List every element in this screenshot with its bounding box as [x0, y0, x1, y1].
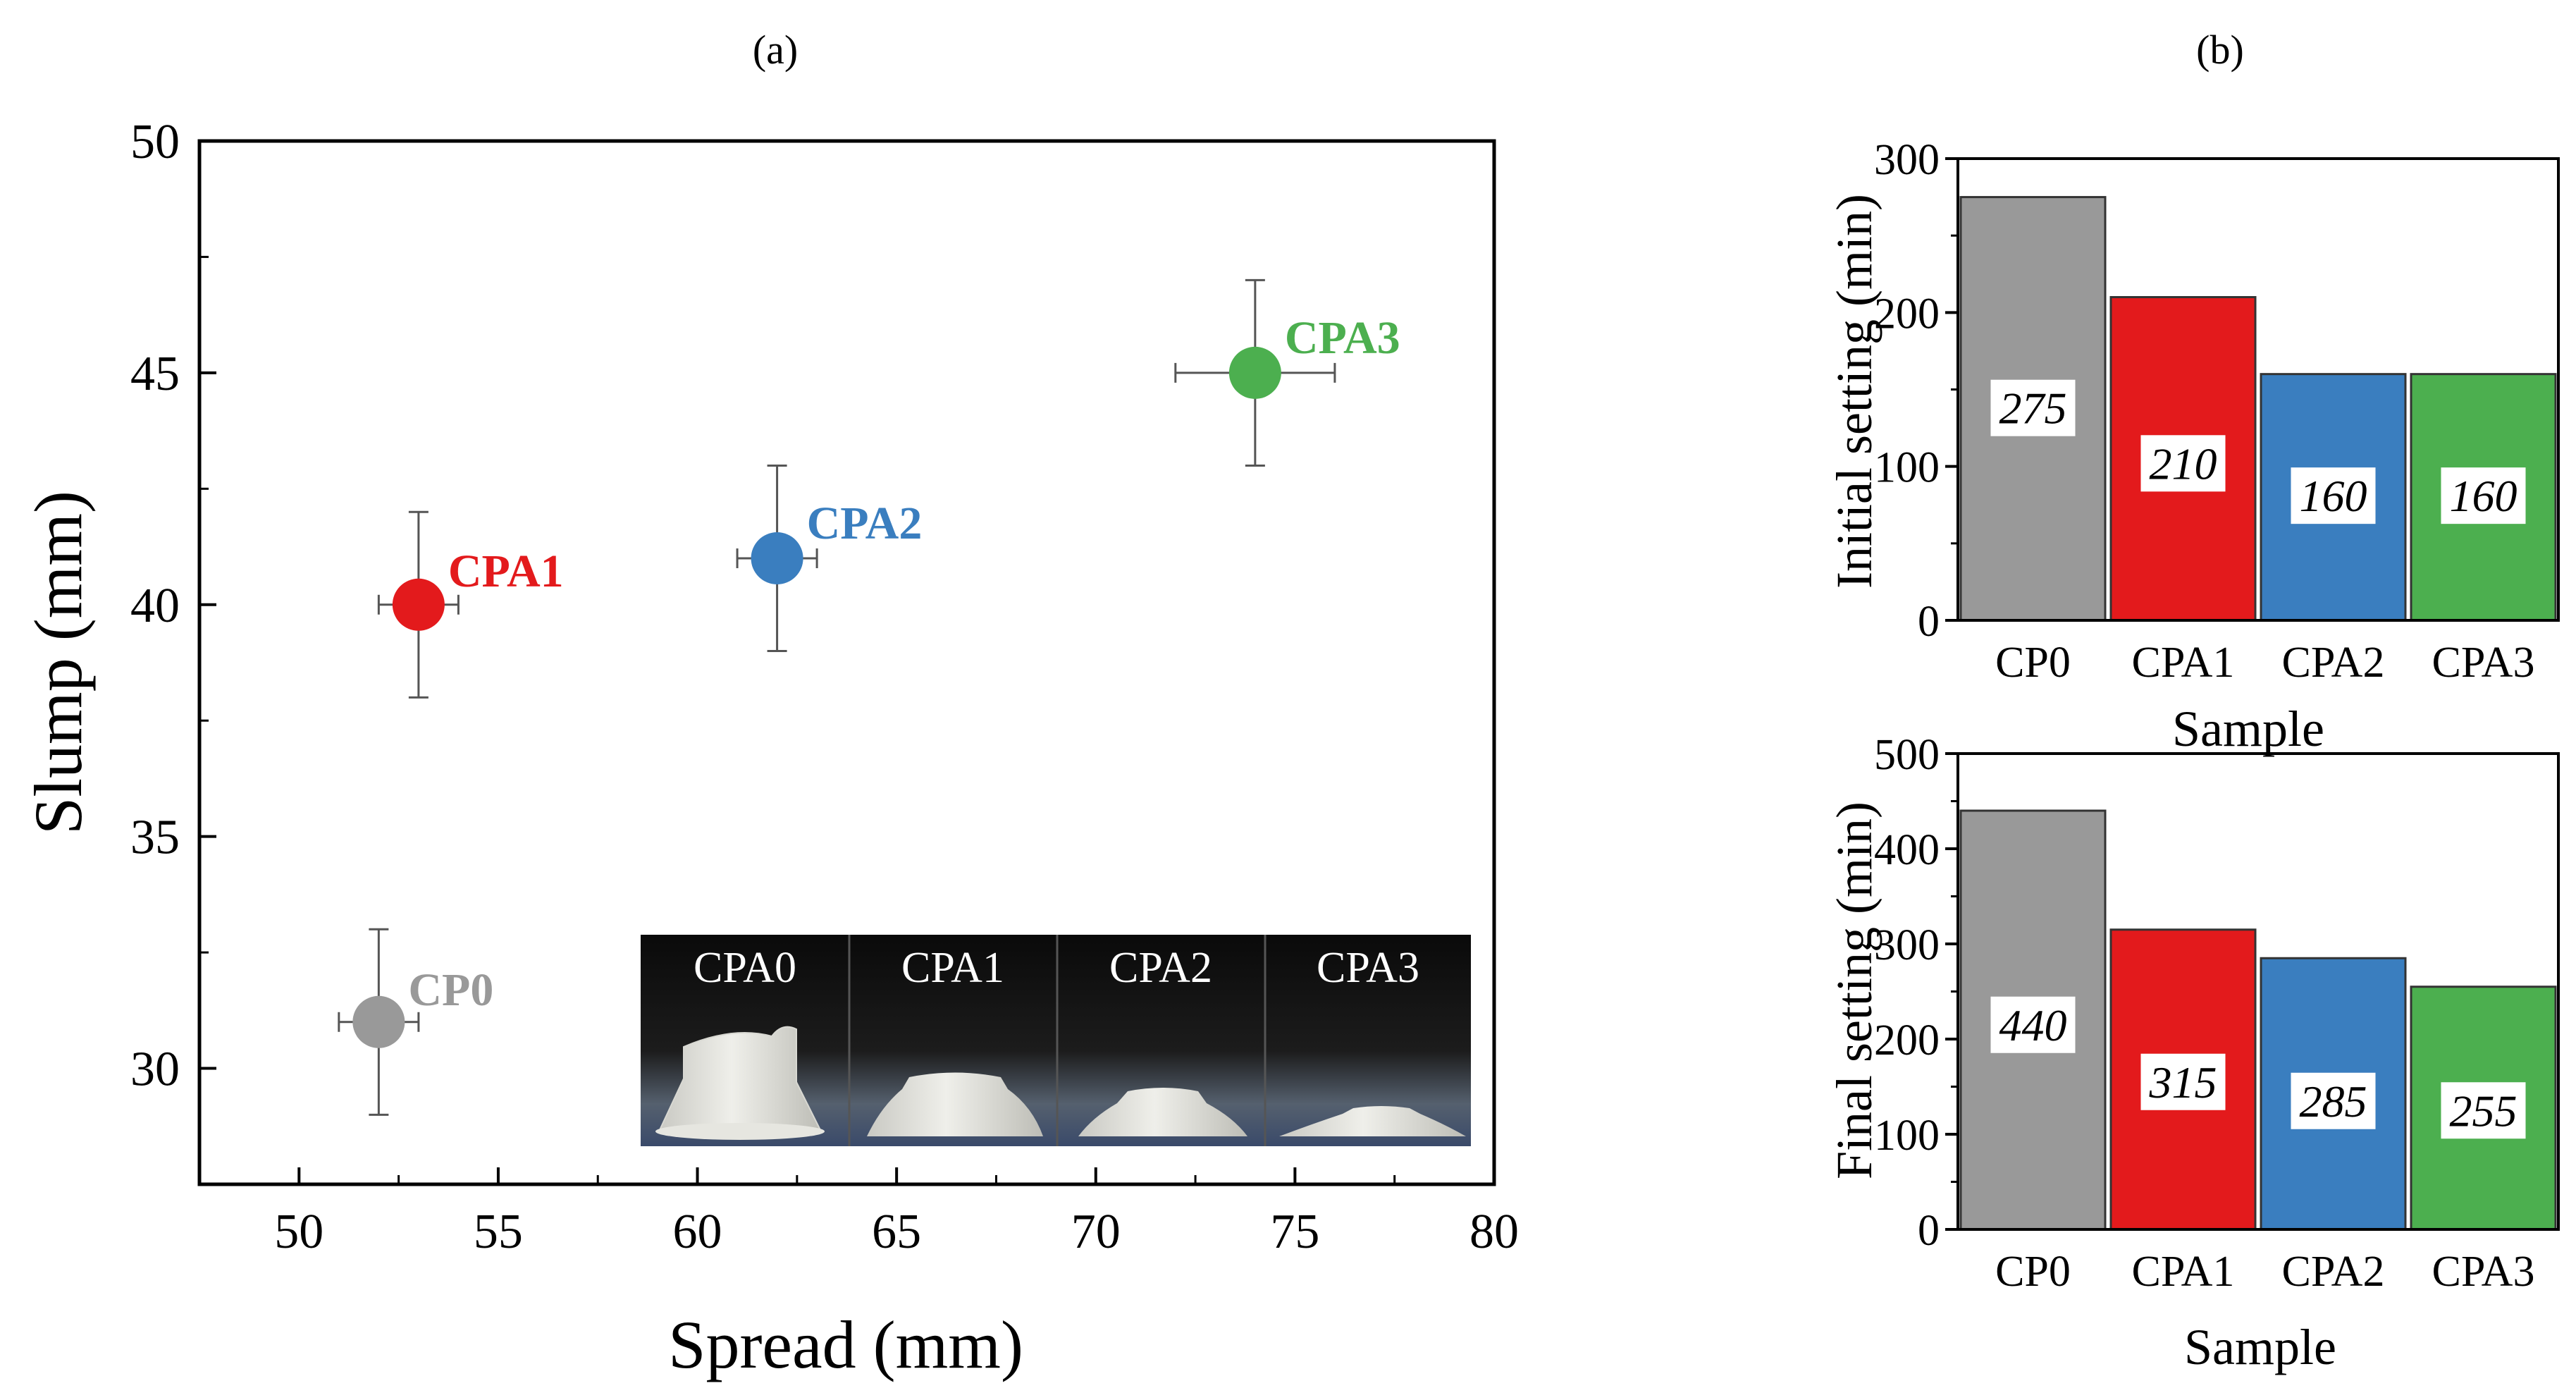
bar-value-label: 275: [1999, 383, 2067, 434]
scatter-x-tick-label: 70: [1071, 1205, 1121, 1259]
scatter-plot-frame: [197, 139, 1496, 1186]
bar-y-tick-label: 400: [1874, 826, 1940, 874]
inset-sample-cpa2: [1078, 1088, 1247, 1136]
panel-label-a: (a): [753, 27, 798, 73]
scatter-y-tick-label: 50: [130, 115, 180, 169]
bar-value-label-bg: [2441, 1082, 2526, 1139]
bar-y-tick-label: 300: [1874, 921, 1940, 969]
initial-setting-y-axis-label: Initial setting (min): [1826, 194, 1882, 589]
initial-setting-frame: [1956, 157, 2560, 622]
bar-category-label: CP0: [1995, 1248, 2071, 1296]
initial-setting-ticks: CP0 CPA1 CPA2 CPA3 0 100 200 300: [1874, 136, 2534, 687]
scatter-y-tick-label: 45: [130, 347, 180, 401]
inset-sample-cpa0-base: [655, 1123, 825, 1140]
bar-y-tick-label: 500: [1874, 731, 1940, 779]
final-setting-frame: [1956, 752, 2560, 1231]
initial-setting-chart: 275 210 160 160 CP0 CPA1 CPA2 CPA3 0 100 200 300 S…: [1826, 136, 2560, 757]
bar-y-tick-label: 300: [1874, 136, 1940, 184]
scatter-point: [751, 532, 803, 584]
bar-value-label: 255: [2450, 1086, 2518, 1136]
final-setting-bars: 440 315 285 255: [1959, 809, 2557, 1231]
panel-label-b: (b): [2196, 27, 2244, 73]
bar-value-label: 160: [2300, 471, 2367, 521]
scatter-y-tick-label: 30: [130, 1043, 180, 1097]
inset-sample-cpa3: [1279, 1106, 1466, 1136]
bar-y-tick-label: 0: [1918, 598, 1940, 646]
scatter-x-tick-label: 55: [474, 1205, 523, 1259]
scatter-points: CP0 CPA1 CPA2 CPA3: [338, 278, 1400, 1116]
final-setting-chart: 440 315 285 255 CP0 CPA1 CPA2 CPA3 0 100 200 300 40…: [1826, 731, 2560, 1375]
scatter-point-group: CP0: [338, 928, 493, 1116]
scatter-x-tick-label: 65: [872, 1205, 921, 1259]
bar-value-label: 210: [2150, 438, 2217, 489]
final-setting-x-axis-label: Sample: [2184, 1319, 2336, 1375]
bar-value-label-bg: [2140, 435, 2226, 492]
bar-value-label: 315: [2149, 1057, 2217, 1107]
bar-category-label: CPA2: [2282, 639, 2385, 687]
initial-setting-x-axis-label: Sample: [2172, 701, 2324, 757]
final-setting-ticks: CP0 CPA1 CPA2 CPA3 0 100 200 300 400 500: [1874, 731, 2534, 1296]
bar-category-label: CPA1: [2132, 639, 2235, 687]
final-setting-y-axis-label: Final setting (min): [1826, 802, 1882, 1179]
bar-value-label: 160: [2450, 471, 2518, 521]
scatter-ticks: 50 55 60 65 70 75 80 30 35 40 45 50: [130, 115, 1519, 1259]
bar-category-label: CPA2: [2282, 1248, 2385, 1296]
bar-category-label: CP0: [1995, 639, 2071, 687]
bar-y-tick-label: 100: [1874, 1112, 1940, 1160]
scatter-point: [352, 995, 405, 1048]
scatter-point-label: CPA1: [448, 546, 564, 597]
initial-setting-bars: 275 210 160 160: [1959, 196, 2557, 622]
bar-value-label-bg: [2291, 467, 2376, 524]
bar-category-label: CPA1: [2132, 1248, 2235, 1296]
inset-photo: CPA0 CPA1 CPA2 CPA3: [641, 935, 1471, 1146]
bar-value-label: 440: [1999, 1000, 2067, 1050]
bar-value-label: 285: [2300, 1076, 2367, 1126]
bar-value-label-bg: [2441, 467, 2526, 524]
scatter-point-label: CPA3: [1285, 312, 1400, 364]
bar-y-tick-label: 0: [1918, 1207, 1940, 1255]
scatter-point: [392, 578, 445, 631]
bar-y-tick-label: 200: [1874, 290, 1940, 338]
bar-value-label-bg: [1990, 996, 2076, 1053]
inset-label-cpa2: CPA2: [1109, 944, 1212, 992]
scatter-x-axis-label: Spread (mm): [668, 1307, 1023, 1382]
scatter-point-group: CPA2: [736, 464, 923, 653]
bar-category-label: CPA3: [2432, 639, 2535, 687]
scatter-x-tick-label: 50: [274, 1205, 323, 1259]
scatter-x-tick-label: 75: [1270, 1205, 1319, 1259]
inset-label-cpa3: CPA3: [1317, 944, 1419, 992]
bar-value-label-bg: [2291, 1072, 2376, 1129]
bar-value-label-bg: [2140, 1053, 2226, 1110]
inset-label-cpa1: CPA1: [901, 944, 1004, 992]
scatter-point-group: CPA1: [377, 510, 564, 699]
scatter-x-tick-label: 80: [1469, 1205, 1519, 1259]
bar-value-label-bg: [1990, 379, 2076, 436]
scatter-point-group: CPA3: [1174, 278, 1400, 467]
scatter-point-label: CPA2: [807, 498, 923, 549]
bar-category-label: CPA3: [2432, 1248, 2535, 1296]
bar-y-tick-label: 200: [1874, 1017, 1940, 1064]
scatter-point: [1228, 346, 1281, 399]
scatter-chart: 50 55 60 65 70 75 80 30 35 40 45 50 Spread (mm) Slu…: [20, 115, 1519, 1382]
scatter-y-tick-label: 40: [130, 579, 180, 633]
inset-sample-cpa0: [658, 1026, 822, 1132]
scatter-x-tick-label: 60: [673, 1205, 722, 1259]
scatter-y-axis-label: Slump (mm): [20, 491, 96, 835]
scatter-point-label: CP0: [408, 964, 493, 1016]
bar-y-tick-label: 100: [1874, 444, 1940, 492]
inset-sample-cpa1: [867, 1072, 1043, 1136]
inset-label-cpa0: CPA0: [694, 944, 796, 992]
scatter-y-tick-label: 35: [130, 811, 180, 865]
